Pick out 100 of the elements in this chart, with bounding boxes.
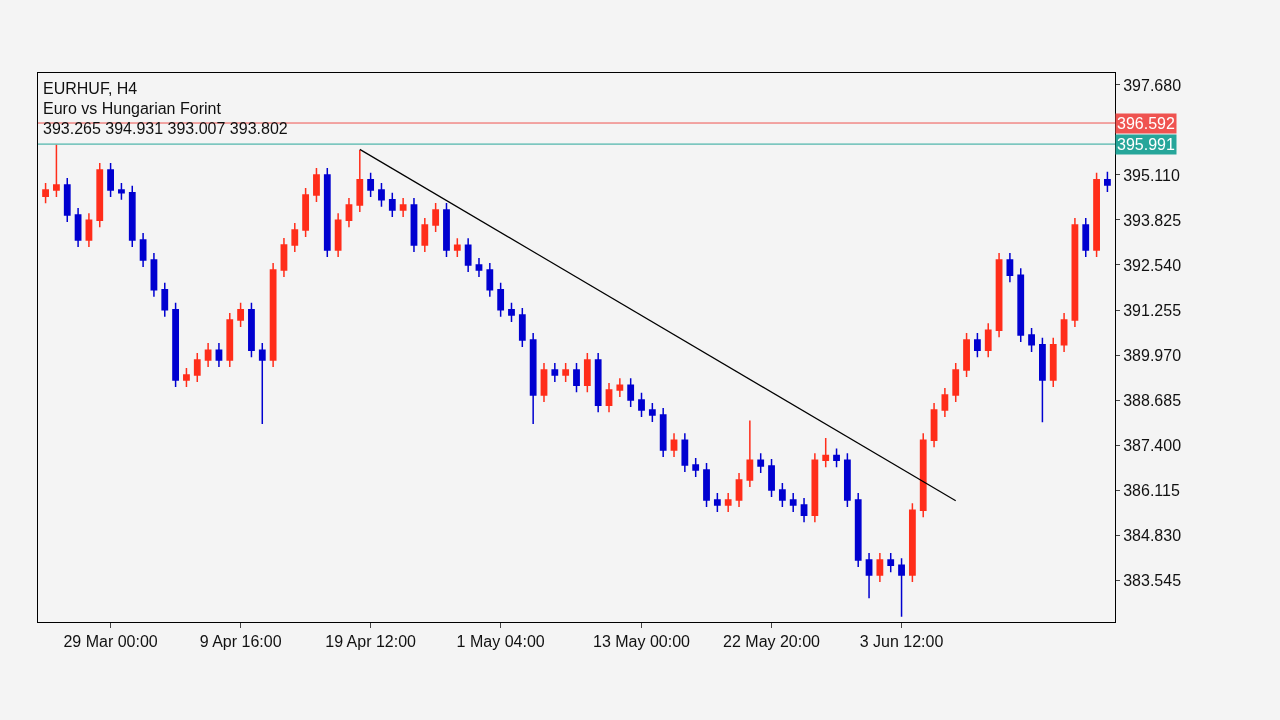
x-tick-label: 29 Mar 00:00 (63, 633, 158, 651)
candlestick (508, 302, 515, 323)
candlestick (713, 492, 721, 513)
candlestick (421, 217, 429, 253)
candlestick (854, 492, 862, 568)
candlestick (963, 332, 970, 378)
candlestick (497, 282, 505, 318)
candlestick (908, 502, 916, 583)
candlestick (313, 167, 320, 203)
candlestick (215, 342, 223, 368)
candlestick (96, 162, 104, 228)
candlestick (53, 144, 60, 198)
candlestick (183, 367, 190, 388)
candlestick (475, 257, 483, 278)
x-tick-label: 22 May 20:00 (723, 633, 821, 651)
candlestick (258, 342, 266, 425)
candlestick (843, 452, 851, 508)
candlestick (432, 202, 440, 233)
candlestick (984, 322, 992, 358)
candlestick (573, 362, 580, 393)
candlestick (930, 402, 938, 448)
y-tick-label: 395.110 (1123, 166, 1180, 184)
candlestick (941, 387, 949, 418)
candlestick (703, 462, 710, 508)
candlestick (85, 212, 93, 248)
candlestick (865, 552, 873, 599)
candlestick (302, 187, 310, 238)
candlestick (627, 377, 635, 408)
candlestick (334, 212, 342, 258)
candlestick (204, 342, 212, 368)
ref-line-label: 395.991 (1117, 136, 1175, 153)
candlestick (616, 377, 624, 398)
candlestick (443, 202, 450, 258)
candlestick (107, 162, 114, 198)
annotation: 393.265 394.931 393.007 393.802 (43, 120, 288, 137)
candlestick (605, 382, 613, 413)
candlestick (973, 332, 981, 358)
candlestick (659, 407, 667, 458)
x-tick-label: 3 Jun 12:00 (859, 633, 944, 651)
candlestick (898, 557, 905, 618)
candlestick (540, 362, 548, 403)
candlestick (139, 232, 147, 268)
candlestick (746, 419, 754, 488)
chart-title: EURHUF, H4 (43, 80, 138, 97)
y-tick-label: 386.115 (1123, 481, 1180, 499)
candlestick (453, 237, 461, 258)
candlestick (1028, 327, 1035, 353)
candlestick (768, 458, 775, 498)
candlestick (1071, 217, 1079, 328)
candlestick (551, 362, 559, 383)
candlestick (356, 149, 364, 213)
candlestick (638, 392, 645, 418)
candlestick (681, 432, 689, 473)
candlestick (172, 302, 180, 388)
candlestick (833, 447, 840, 468)
candlestick (291, 222, 299, 253)
candlestick (1049, 337, 1057, 388)
candlestick (876, 552, 884, 583)
x-tick-label: 1 May 04:00 (456, 633, 545, 651)
candlestick (464, 237, 472, 273)
y-tick-label: 388.685 (1123, 391, 1182, 409)
candlestick (735, 472, 743, 508)
candlestick (1039, 337, 1046, 424)
candlestick (128, 185, 136, 248)
y-tick-label: 387.400 (1123, 436, 1182, 454)
y-tick-label: 397.680 (1123, 76, 1182, 94)
candlestick (42, 182, 49, 205)
candlestick (724, 492, 732, 513)
y-tick-label: 389.970 (1123, 346, 1182, 364)
x-tick-label: 13 May 00:00 (593, 633, 691, 651)
candlestick (1017, 267, 1025, 343)
candlestick (594, 352, 602, 413)
candlestick (670, 432, 678, 458)
candlestick (518, 307, 526, 348)
candlestick (1060, 312, 1068, 353)
y-tick-label: 391.255 (1123, 301, 1182, 319)
candlestick (822, 437, 830, 468)
candlestick (1093, 172, 1100, 258)
candlestick (486, 262, 494, 298)
text: Euro vs Hungarian Forint (43, 100, 222, 117)
candlestick (63, 177, 71, 223)
candlestick (800, 497, 808, 523)
candlestick (583, 352, 591, 393)
x-tick-label: 19 Apr 12:00 (325, 633, 417, 651)
y-tick-label: 393.825 (1123, 211, 1182, 229)
candlestick (150, 252, 158, 298)
candlestick (237, 302, 245, 328)
candlestick (1082, 217, 1090, 258)
y-tick-label: 383.545 (1123, 571, 1182, 589)
candlestick (952, 362, 960, 403)
candlestick (367, 172, 375, 198)
candlestick (193, 352, 201, 383)
y-tick-label: 384.830 (1123, 526, 1182, 544)
candlestick (995, 252, 1003, 338)
ref-line-label: 396.592 (1117, 115, 1175, 132)
candlestick (269, 262, 277, 368)
candlestick (345, 197, 353, 228)
candlestick (280, 237, 288, 278)
candlestick (323, 167, 331, 258)
candlestick (789, 492, 797, 513)
